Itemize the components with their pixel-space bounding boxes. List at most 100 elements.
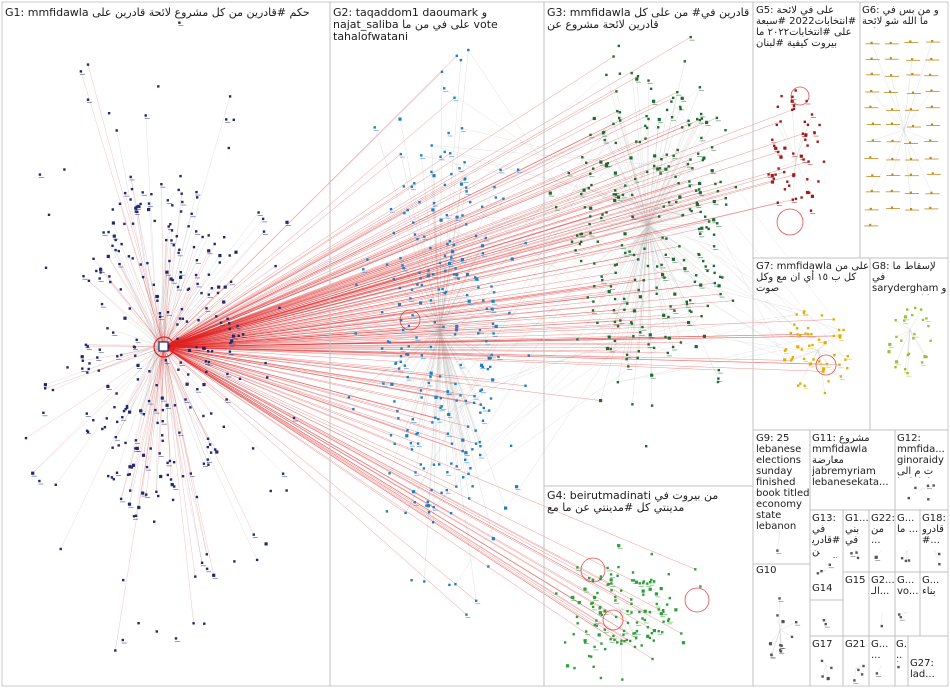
graph-node <box>448 583 451 587</box>
graph-node <box>688 208 692 211</box>
graph-node <box>446 242 449 246</box>
graph-node <box>613 320 617 324</box>
graph-node <box>642 581 645 585</box>
graph-node <box>583 587 587 591</box>
graph-node <box>176 285 180 289</box>
graph-node <box>195 230 198 233</box>
graph-node <box>804 332 807 335</box>
graph-node <box>587 654 591 658</box>
graph-node <box>912 337 915 340</box>
graph-node <box>508 311 511 315</box>
hub-ring <box>684 587 710 613</box>
graph-node <box>821 675 824 678</box>
graph-node <box>676 148 679 152</box>
graph-node <box>134 206 138 210</box>
graph-node <box>791 356 795 359</box>
graph-node <box>405 353 408 356</box>
graph-node <box>416 432 419 435</box>
graph-node <box>655 292 658 295</box>
graph-node <box>776 614 779 617</box>
graph-node <box>652 639 655 642</box>
graph-node <box>581 156 584 159</box>
graph-node <box>907 559 911 562</box>
graph-node <box>870 41 873 44</box>
graph-node <box>832 334 836 338</box>
graph-node <box>605 346 610 351</box>
graph-node <box>180 192 183 195</box>
graph-node <box>136 210 139 214</box>
graph-node <box>120 353 123 357</box>
graph-node <box>593 262 596 265</box>
graph-node <box>98 348 101 351</box>
graph-node <box>654 592 658 596</box>
graph-node <box>207 249 211 253</box>
graph-node <box>464 399 468 403</box>
graph-node <box>683 267 687 271</box>
graph-node <box>617 44 620 48</box>
graph-node <box>631 215 635 219</box>
graph-node <box>450 172 453 176</box>
graph-node <box>393 400 396 403</box>
graph-node <box>824 622 827 626</box>
graph-node <box>441 287 444 291</box>
graph-node <box>134 439 138 442</box>
graph-node <box>138 205 141 209</box>
graph-node <box>827 380 830 383</box>
graph-node <box>105 417 108 420</box>
graph-node <box>205 553 208 556</box>
graph-node <box>161 434 164 437</box>
graph-node <box>613 638 616 641</box>
graph-node <box>481 419 485 422</box>
graph-node <box>439 397 443 400</box>
graph-node <box>630 611 633 614</box>
graph-node <box>625 353 629 356</box>
graph-node <box>667 336 671 340</box>
hub-ring <box>399 309 421 331</box>
graph-node <box>661 630 664 634</box>
graph-node <box>593 596 597 600</box>
graph-node <box>599 575 603 578</box>
graph-node <box>431 521 435 524</box>
graph-node <box>691 167 694 170</box>
graph-node <box>641 617 644 620</box>
graph-node <box>822 367 826 371</box>
graph-node <box>926 484 930 487</box>
graph-node <box>389 434 393 437</box>
graph-node <box>461 438 465 442</box>
graph-node <box>673 292 677 296</box>
graph-node <box>702 156 706 160</box>
graph-node <box>699 232 702 235</box>
graph-node <box>152 283 155 286</box>
graph-node <box>455 485 458 488</box>
graph-node <box>42 411 45 414</box>
graph-node <box>481 252 485 255</box>
graph-node <box>895 335 898 339</box>
graph-node <box>437 417 440 421</box>
graph-node <box>796 333 799 336</box>
group-label: G10 <box>756 565 777 576</box>
graph-node <box>135 205 139 208</box>
group-label: G1: mmfidawla حكم #قادرين من كل مشروع لا… <box>5 7 310 20</box>
graph-node <box>783 358 787 362</box>
graph-node <box>205 307 208 310</box>
graph-node <box>595 619 598 622</box>
graph-node <box>385 510 389 513</box>
graph-node <box>589 133 592 137</box>
graph-node <box>657 126 660 129</box>
graph-node <box>100 302 104 306</box>
graph-node <box>646 626 649 629</box>
graph-node <box>712 200 716 204</box>
graph-node <box>171 204 174 207</box>
graph-node <box>664 253 667 256</box>
graph-node <box>909 157 913 161</box>
graph-node <box>107 112 111 115</box>
graph-node <box>187 348 192 352</box>
graph-node <box>700 315 703 318</box>
graph-node <box>927 324 930 328</box>
graph-node <box>799 382 802 385</box>
graph-node <box>689 35 692 39</box>
graph-node <box>274 264 277 268</box>
graph-node <box>890 206 894 209</box>
graph-node <box>218 254 222 258</box>
graph-node <box>122 409 126 413</box>
